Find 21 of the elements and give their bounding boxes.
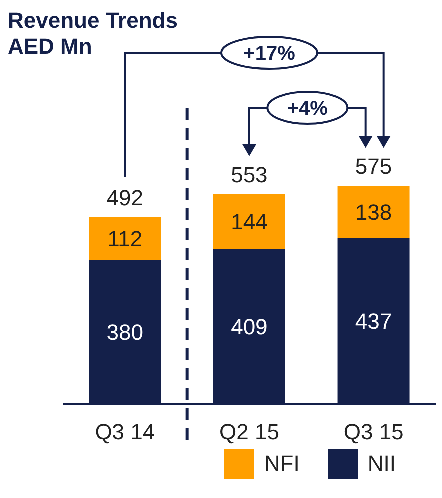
legend-label: NFI — [264, 451, 300, 477]
bar — [213, 194, 286, 249]
data-label: 409 — [231, 314, 268, 340]
legend-label: NII — [368, 451, 396, 477]
chart-subtitle: AED Mn — [8, 34, 94, 60]
total-label: 575 — [355, 154, 392, 180]
bar — [338, 186, 410, 238]
x-tick-label: Q3 15 — [344, 420, 404, 445]
x-tick-label: Q2 15 — [220, 420, 280, 445]
bar — [89, 218, 162, 260]
total-label: 492 — [106, 186, 144, 211]
chart-title: Revenue Trends — [8, 8, 178, 34]
text: +4% — [287, 98, 328, 120]
x-tick-label: Q3 14 — [95, 420, 156, 445]
data-label: 112 — [108, 226, 143, 252]
total-label: 553 — [231, 162, 268, 188]
data-label: 144 — [231, 210, 268, 235]
text: +17% — [244, 43, 296, 65]
data-label: 138 — [355, 200, 392, 226]
data-label: 380 — [106, 320, 144, 345]
data-label: 437 — [355, 308, 392, 334]
